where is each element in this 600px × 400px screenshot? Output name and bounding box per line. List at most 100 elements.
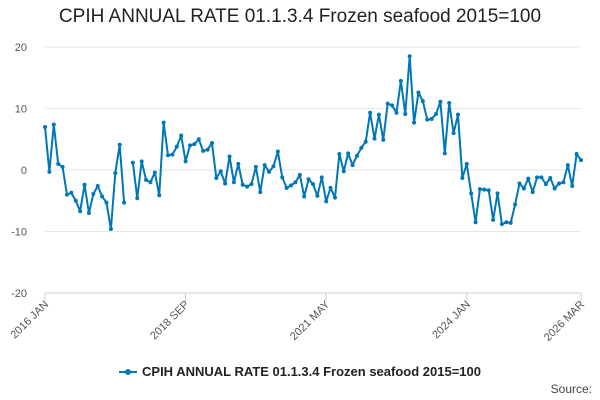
data-point[interactable] <box>104 200 109 205</box>
data-point[interactable] <box>271 164 276 169</box>
data-point[interactable] <box>469 191 474 196</box>
data-point[interactable] <box>363 139 368 144</box>
data-point[interactable] <box>60 164 65 169</box>
data-point[interactable] <box>86 211 91 216</box>
data-point[interactable] <box>289 183 294 188</box>
data-point[interactable] <box>130 160 135 165</box>
data-point[interactable] <box>302 194 307 199</box>
data-point[interactable] <box>434 112 439 117</box>
data-point[interactable] <box>218 169 223 174</box>
data-point[interactable] <box>214 175 219 180</box>
data-point[interactable] <box>174 144 179 149</box>
data-point[interactable] <box>526 176 531 181</box>
data-point[interactable] <box>535 175 540 180</box>
data-point[interactable] <box>311 182 315 187</box>
data-point[interactable] <box>73 198 78 203</box>
data-point[interactable] <box>354 153 359 158</box>
data-point[interactable] <box>209 140 214 145</box>
data-point[interactable] <box>82 182 87 187</box>
data-point[interactable] <box>196 137 201 142</box>
data-point[interactable] <box>337 152 342 157</box>
data-point[interactable] <box>170 152 175 157</box>
data-point[interactable] <box>187 143 192 148</box>
data-point[interactable] <box>398 78 403 83</box>
data-point[interactable] <box>579 158 583 163</box>
data-point[interactable] <box>570 183 575 188</box>
data-point[interactable] <box>293 180 298 185</box>
data-point[interactable] <box>122 200 127 205</box>
data-point[interactable] <box>100 194 105 199</box>
data-point[interactable] <box>574 152 579 157</box>
data-point[interactable] <box>324 199 329 204</box>
data-point[interactable] <box>385 101 390 106</box>
data-point[interactable] <box>429 116 434 121</box>
data-point[interactable] <box>328 185 333 190</box>
data-point[interactable] <box>284 185 289 190</box>
data-point[interactable] <box>425 117 430 122</box>
data-point[interactable] <box>78 209 83 214</box>
data-point[interactable] <box>491 217 496 222</box>
data-point[interactable] <box>350 163 355 168</box>
data-point[interactable] <box>451 131 456 136</box>
data-point[interactable] <box>548 175 553 180</box>
data-point[interactable] <box>315 193 320 198</box>
data-point[interactable] <box>561 180 566 185</box>
data-point[interactable] <box>464 161 469 166</box>
data-point[interactable] <box>69 190 74 195</box>
data-point[interactable] <box>486 188 491 193</box>
data-point[interactable] <box>139 159 144 164</box>
data-point[interactable] <box>455 112 460 117</box>
data-point[interactable] <box>56 161 61 166</box>
data-point[interactable] <box>341 169 346 174</box>
data-point[interactable] <box>368 110 373 115</box>
legend[interactable]: CPIH ANNUAL RATE 01.1.3.4 Frozen seafood… <box>0 364 600 380</box>
data-point[interactable] <box>447 100 452 105</box>
data-point[interactable] <box>376 112 381 117</box>
data-point[interactable] <box>495 191 500 196</box>
data-point[interactable] <box>499 222 504 227</box>
data-point[interactable] <box>205 147 210 152</box>
data-point[interactable] <box>148 180 153 185</box>
data-point[interactable] <box>117 142 122 147</box>
data-point[interactable] <box>161 120 166 125</box>
data-point[interactable] <box>394 110 399 115</box>
data-point[interactable] <box>319 175 324 180</box>
data-point[interactable] <box>152 170 157 175</box>
data-point[interactable] <box>482 187 487 192</box>
data-point[interactable] <box>258 190 263 195</box>
data-point[interactable] <box>381 137 386 142</box>
data-point[interactable] <box>227 154 232 159</box>
data-point[interactable] <box>460 175 465 180</box>
data-point[interactable] <box>346 151 351 156</box>
data-point[interactable] <box>144 177 149 182</box>
data-point[interactable] <box>240 182 245 187</box>
data-point[interactable] <box>223 181 228 186</box>
data-point[interactable] <box>275 149 280 154</box>
data-point[interactable] <box>543 182 548 187</box>
data-point[interactable] <box>183 159 188 164</box>
data-point[interactable] <box>359 145 364 150</box>
data-point[interactable] <box>565 163 570 168</box>
data-point[interactable] <box>442 151 447 156</box>
data-point[interactable] <box>420 99 425 104</box>
data-point[interactable] <box>166 153 171 158</box>
data-point[interactable] <box>477 187 482 192</box>
data-point[interactable] <box>539 175 544 180</box>
data-point[interactable] <box>157 193 162 198</box>
data-point[interactable] <box>236 161 241 166</box>
data-point[interactable] <box>253 164 258 169</box>
data-point[interactable] <box>416 90 421 95</box>
data-point[interactable] <box>113 171 118 176</box>
data-point[interactable] <box>108 227 113 232</box>
data-point[interactable] <box>91 191 96 196</box>
data-point[interactable] <box>135 196 140 201</box>
data-point[interactable] <box>47 169 52 174</box>
data-point[interactable] <box>552 186 557 191</box>
data-point[interactable] <box>530 190 535 195</box>
data-point[interactable] <box>306 177 311 182</box>
data-point[interactable] <box>557 181 562 186</box>
data-point[interactable] <box>473 220 478 225</box>
data-point[interactable] <box>280 175 285 180</box>
data-point[interactable] <box>64 192 69 197</box>
data-point[interactable] <box>192 142 197 147</box>
